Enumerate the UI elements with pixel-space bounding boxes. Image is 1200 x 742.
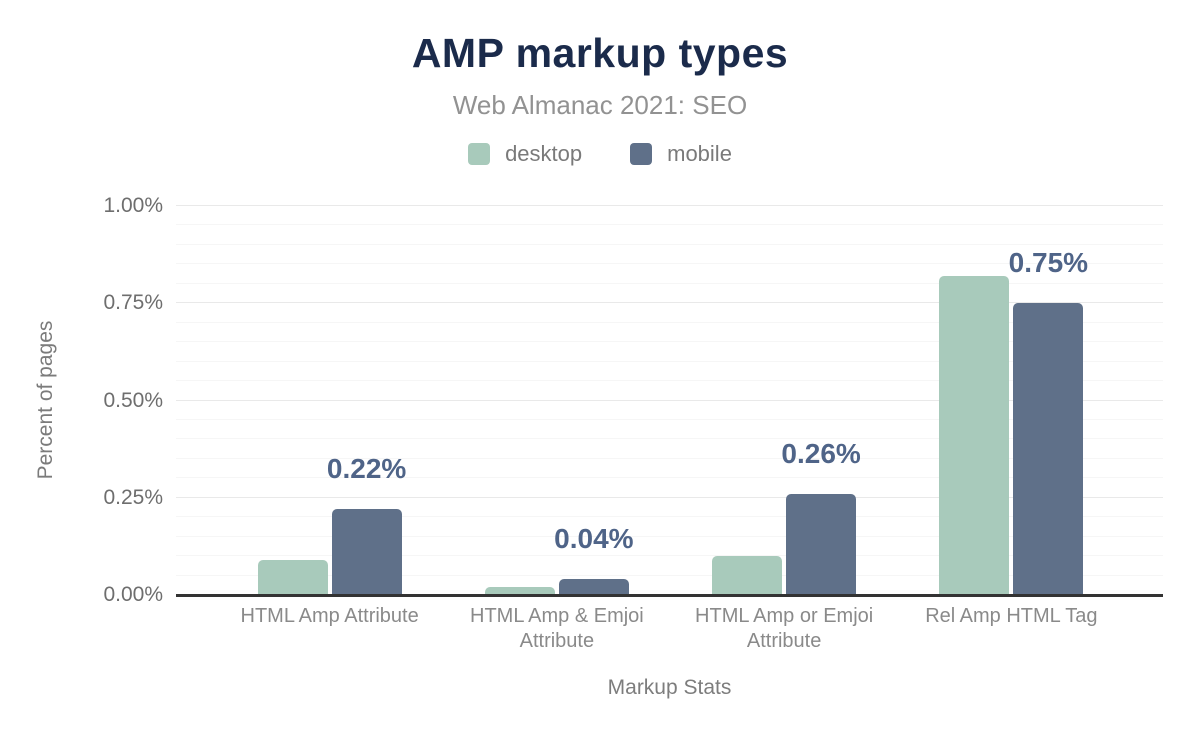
data-label: 0.22% [326,453,407,485]
gridline-minor [176,341,1163,343]
chart-subtitle: Web Almanac 2021: SEO [452,90,748,120]
gridline-minor [176,224,1163,226]
bar-desktop [712,556,783,595]
gridline-minor [176,555,1163,557]
gridline-minor [176,418,1163,420]
gridline-minor [176,438,1163,440]
y-tick-label: 1.00% [103,194,163,217]
gridline-major [176,399,1163,401]
y-tick-label: 0.50% [103,388,163,412]
y-tick-label: 0.75% [103,291,163,315]
gridline-minor [176,574,1163,576]
x-axis-title: Markup Stats [607,676,732,699]
bar-group: 0.75% [898,206,1125,595]
legend-item-mobile: mobile [630,141,732,167]
gridline-minor [176,477,1163,479]
x-axis-tick-labels: HTML Amp Attribute HTML Amp & Emjoi Attri… [176,604,1163,654]
bar-group: 0.22% [216,206,443,595]
x-tick: HTML Amp or Emjoi Attribute [671,604,898,654]
gridline-minor [176,516,1163,518]
legend-label-mobile: mobile [667,141,732,166]
legend-item-desktop: desktop [468,141,582,167]
x-tick: HTML Amp Attribute [216,604,443,654]
legend: desktop mobile [0,141,1200,167]
bar-desktop [257,560,328,595]
gridline-minor [176,380,1163,382]
gridline-minor [176,321,1163,323]
gridline-minor [176,457,1163,459]
legend-label-desktop: desktop [505,141,583,166]
bar-mobile: 0.75% [1009,247,1088,595]
data-label: 0.26% [781,437,861,469]
y-axis-tick-labels: 0.00% 0.25% 0.50% 0.75% 1.00% [0,194,163,606]
y-tick-label: 0.25% [103,485,163,509]
desktop-swatch-icon [468,143,491,165]
gridline-major [176,496,1163,498]
bars-layer: 0.22% 0.04% 0.26% 0.75% [216,206,1125,595]
bar-group: 0.26% [671,206,898,595]
mobile-swatch-icon [630,143,653,165]
x-tick-label: HTML Amp Attribute [240,605,419,627]
x-tick-label: Rel Amp HTML Tag [925,605,1098,627]
gridline-major [176,205,1163,206]
bar-mobile: 0.22% [327,453,406,595]
x-axis-line [176,594,1163,597]
gridline-minor [176,360,1163,362]
gridline-minor [176,535,1163,537]
data-label: 0.75% [1008,247,1089,279]
data-label: 0.04% [554,523,634,555]
gridline-minor [176,243,1163,245]
bar-group: 0.04% [443,206,670,595]
y-tick-label: 0.00% [103,583,163,606]
bar-mobile: 0.26% [781,438,861,595]
gridline-minor [176,282,1163,284]
gridline-major [176,302,1163,304]
chart-title: AMP markup types [411,30,789,76]
x-tick: Rel Amp HTML Tag [898,604,1125,654]
x-tick-label: HTML Amp & Emjoi Attribute [470,605,644,652]
bar-desktop [484,587,555,595]
plot-area: 0.22% 0.04% 0.26% 0.75% [176,205,1163,597]
gridline-minor [176,263,1163,265]
x-tick-label: HTML Amp or Emjoi Attribute [695,605,874,652]
x-tick: HTML Amp & Emjoi Attribute [443,604,670,654]
bar-mobile: 0.04% [554,523,634,595]
bar-desktop [939,276,1010,595]
